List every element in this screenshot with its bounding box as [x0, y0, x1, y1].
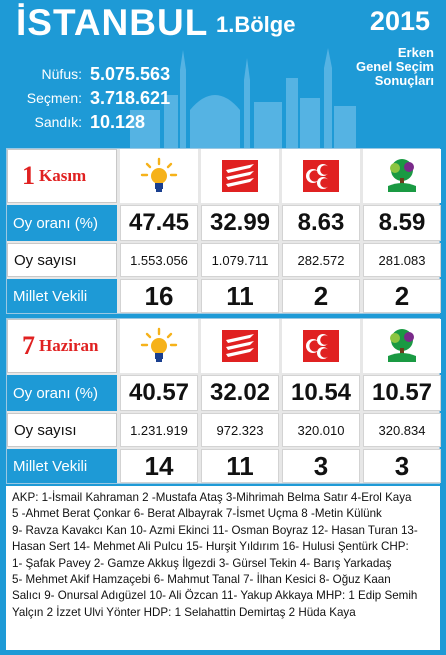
- subtitle-line: Genel Seçim: [355, 59, 434, 74]
- rate-label: Oy oranı (%): [7, 375, 117, 411]
- mv-row: Millet Vekili 14 11 3 3: [7, 449, 441, 483]
- votes-hdp: 320.834: [363, 413, 441, 447]
- rate-mhp: 8.63: [282, 205, 360, 241]
- votes-hdp: 281.083: [363, 243, 441, 277]
- stat-population: Nüfus: 5.075.563: [18, 62, 171, 86]
- istanbul-skyline-icon: [130, 48, 356, 148]
- rate-row: Oy oranı (%) 40.57 32.02 10.54 10.57: [7, 375, 441, 411]
- mv-label: Millet Vekili: [7, 449, 117, 483]
- stat-label: Seçmen:: [26, 90, 82, 106]
- mv-akp: 14: [120, 449, 198, 483]
- chp-arrows-icon: [222, 160, 258, 192]
- election-day: 1: [22, 161, 35, 190]
- votes-chp: 972.323: [201, 413, 279, 447]
- election-month: Kasım: [39, 166, 87, 185]
- votes-label: Oy sayısı: [7, 413, 117, 447]
- deputies-line: Salıcı 9- Onursal Adıgüzel 10- Ali Özcan…: [12, 589, 418, 603]
- deputies-line: 5 -Ahmet Berat Çonkar 6- Berat Albayrak …: [12, 507, 382, 521]
- stat-ballot-boxes: Sandık: 10.128: [18, 110, 170, 134]
- party-logo-cell: [363, 319, 441, 373]
- hdp-tree-icon: [388, 329, 416, 362]
- subtitle: Erken Genel Seçim Sonuçları: [314, 46, 434, 88]
- election-label: 1 Kasım: [7, 149, 117, 203]
- election-label: 7 Haziran: [7, 319, 117, 373]
- votes-chp: 1.079.711: [201, 243, 279, 277]
- election-day: 7: [22, 331, 35, 360]
- party-logo-cell: [201, 319, 279, 373]
- stat-label: Sandık:: [34, 114, 82, 130]
- votes-akp: 1.553.056: [120, 243, 198, 277]
- header: İSTANBUL 1.Bölge 2015 Erken Genel Seçim …: [0, 0, 446, 148]
- mv-mhp: 3: [282, 449, 360, 483]
- deputies-line: 5- Mehmet Akif Hamzaçebi 6- Mahmut Tanal…: [12, 573, 391, 587]
- akp-lightbulb-icon: [140, 157, 178, 192]
- year-title: 2015: [369, 6, 430, 36]
- subtitle-line: Sonuçları: [374, 73, 434, 88]
- mv-hdp: 3: [363, 449, 441, 483]
- party-logo-cell: [282, 149, 360, 203]
- mhp-crescents-icon: [303, 330, 339, 362]
- election-month: Haziran: [39, 336, 99, 355]
- mv-chp: 11: [201, 449, 279, 483]
- votes-akp: 1.231.919: [120, 413, 198, 447]
- rate-akp: 47.45: [120, 205, 198, 241]
- logos-row: 1 Kasım: [7, 149, 441, 203]
- rate-chp: 32.99: [201, 205, 279, 241]
- stat-label: Nüfus:: [41, 66, 82, 82]
- deputies-line: 9- Ravza Kavakcı Kan 10- Azmi Ekinci 11-…: [12, 523, 418, 537]
- rate-hdp: 8.59: [363, 205, 441, 241]
- party-logo-cell: [120, 149, 198, 203]
- party-logo-cell: [282, 319, 360, 373]
- rate-akp: 40.57: [120, 375, 198, 411]
- chp-arrows-icon: [222, 330, 258, 362]
- page-title: İSTANBUL: [16, 2, 209, 43]
- votes-mhp: 320.010: [282, 413, 360, 447]
- deputies-line: Hasan Sert 14- Mehmet Ali Pulcu 15- Hurş…: [12, 540, 409, 554]
- votes-mhp: 282.572: [282, 243, 360, 277]
- rate-mhp: 10.54: [282, 375, 360, 411]
- votes-label: Oy sayısı: [7, 243, 117, 277]
- stat-value: 5.075.563: [90, 63, 171, 84]
- mhp-crescents-icon: [303, 160, 339, 192]
- election-panel-haziran: 7 Haziran: [6, 318, 441, 484]
- mv-row: Millet Vekili 16 11 2 2: [7, 279, 441, 313]
- mv-hdp: 2: [363, 279, 441, 313]
- mv-mhp: 2: [282, 279, 360, 313]
- stat-voters: Seçmen: 3.718.621: [18, 86, 170, 110]
- deputies-list: AKP: 1-İsmail Kahraman 2 -Mustafa Ataş 3…: [6, 486, 440, 650]
- deputies-line: 1- Şafak Pavey 2- Gamze Akkuş İlgezdi 3-…: [12, 556, 392, 570]
- stat-value: 3.718.621: [90, 87, 171, 108]
- stat-value: 10.128: [90, 111, 146, 132]
- votes-row: Oy sayısı 1.553.056 1.079.711 282.572 28…: [7, 243, 441, 277]
- rate-chp: 32.02: [201, 375, 279, 411]
- deputies-line: Yalçın 2 İzzet Ulvi Yönter HDP: 1 Selaha…: [12, 605, 356, 619]
- rate-hdp: 10.57: [363, 375, 441, 411]
- rate-label: Oy oranı (%): [7, 205, 117, 241]
- stats-block: Nüfus: 5.075.563 Seçmen: 3.718.621 Sandı…: [18, 62, 170, 134]
- akp-lightbulb-icon: [140, 327, 178, 362]
- logos-row: 7 Haziran: [7, 319, 441, 373]
- party-logo-cell: [120, 319, 198, 373]
- party-logo-cell: [201, 149, 279, 203]
- party-logo-cell: [363, 149, 441, 203]
- hdp-tree-icon: [388, 159, 416, 192]
- deputies-line: AKP: 1-İsmail Kahraman 2 -Mustafa Ataş 3…: [12, 491, 412, 504]
- mv-akp: 16: [120, 279, 198, 313]
- votes-row: Oy sayısı 1.231.919 972.323 320.010 320.…: [7, 413, 441, 447]
- election-panel-kasim: 1 Kasım: [6, 148, 441, 314]
- region-title: 1.Bölge: [216, 12, 296, 37]
- rate-row: Oy oranı (%) 47.45 32.99 8.63 8.59: [7, 205, 441, 241]
- mv-chp: 11: [201, 279, 279, 313]
- subtitle-line: Erken: [397, 45, 434, 60]
- mv-label: Millet Vekili: [7, 279, 117, 313]
